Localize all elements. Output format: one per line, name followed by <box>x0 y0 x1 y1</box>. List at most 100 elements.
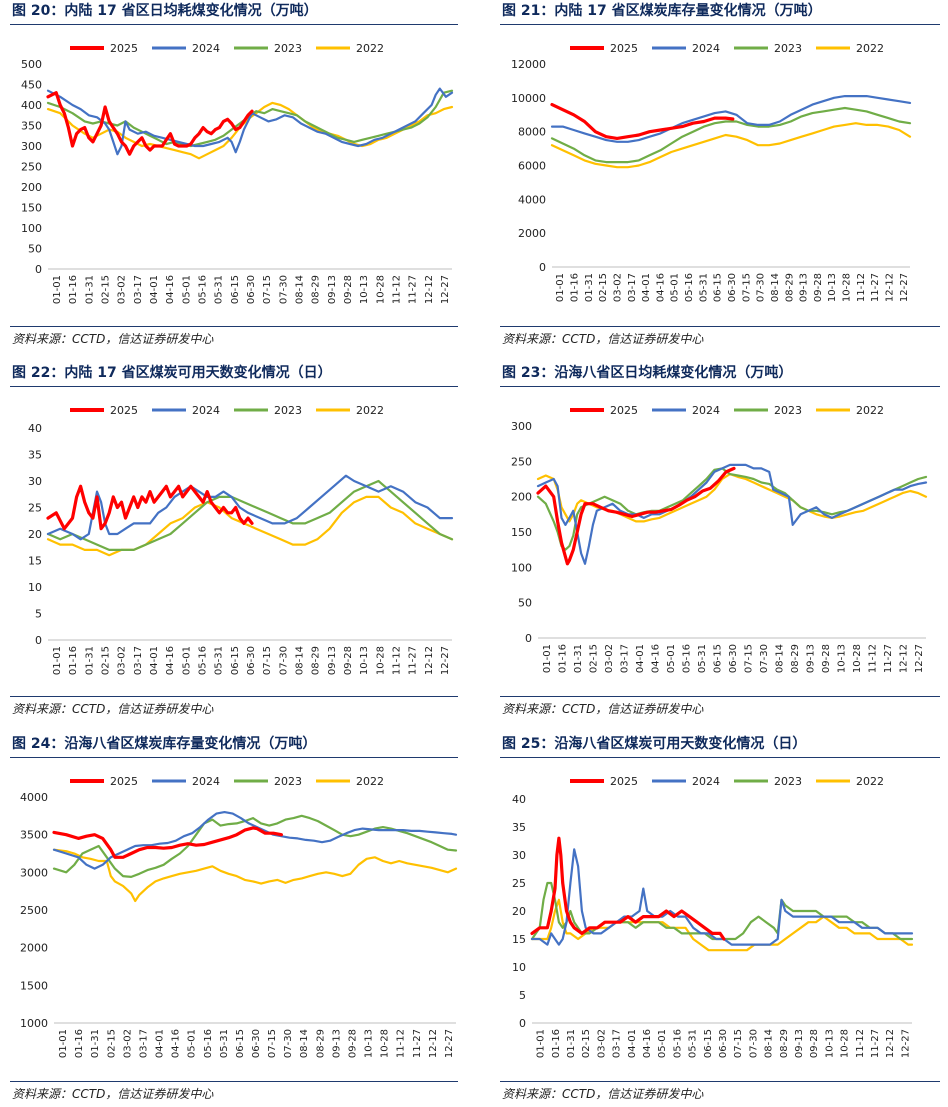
y-tick-label: 10 <box>28 581 42 594</box>
y-tick-label: 40 <box>512 793 526 806</box>
y-tick-label: 250 <box>511 455 532 468</box>
x-tick-label: 09-28 <box>347 1029 358 1058</box>
series-line-2025 <box>536 466 736 566</box>
y-tick-label: 0 <box>525 632 532 645</box>
x-tick-label: 07-15 <box>744 644 755 673</box>
y-tick-label: 450 <box>21 79 42 92</box>
y-tick-label: 40 <box>28 422 42 435</box>
x-tick-label: 03-17 <box>612 1029 623 1058</box>
x-tick-label: 05-31 <box>697 644 708 673</box>
x-tick-label: 04-01 <box>149 275 160 304</box>
x-tick-label: 02-15 <box>581 1029 592 1058</box>
x-tick-label: 05-16 <box>672 1029 683 1058</box>
figure-25-top-rule <box>500 757 940 758</box>
y-tick-label: 0 <box>539 261 546 274</box>
x-tick-label: 04-16 <box>171 1029 182 1058</box>
y-tick-label: 30 <box>512 849 526 862</box>
y-tick-label: 2000 <box>20 942 48 955</box>
x-tick-label: 10-28 <box>380 1029 391 1058</box>
x-tick-label: 10-28 <box>852 644 863 673</box>
figure-21-source: 资料来源：CCTD，信达证券研发中心 <box>502 332 704 346</box>
legend-label-2022: 2022 <box>356 775 384 788</box>
series-line-2023 <box>46 479 454 551</box>
x-tick-label: 09-13 <box>794 1029 805 1058</box>
figure-24-panel: 图 24：沿海八省区煤炭库存量变化情况（万吨） 2025 2024 2023 2022… <box>10 733 458 1105</box>
x-tick-label: 06-30 <box>728 644 739 673</box>
figure-24-source: 资料来源：CCTD，信达证券研发中心 <box>12 1087 214 1101</box>
x-tick-label: 08-14 <box>294 275 305 304</box>
x-tick-label: 08-14 <box>764 1029 775 1058</box>
x-tick-label: 03-17 <box>133 646 144 675</box>
x-tick-label: 01-16 <box>74 1029 85 1058</box>
x-tick-label: 11-27 <box>408 275 419 304</box>
x-tick-label: 10-28 <box>375 275 386 304</box>
x-tick-label: 04-16 <box>642 1029 653 1058</box>
series-line-2022 <box>46 495 454 557</box>
figure-22-top-rule <box>10 386 458 387</box>
figure-25-source: 资料来源：CCTD，信达证券研发中心 <box>502 1087 704 1101</box>
x-tick-label: 09-28 <box>813 273 824 302</box>
y-tick-label: 300 <box>21 140 42 153</box>
legend-label-2023: 2023 <box>274 775 302 788</box>
x-tick-label: 01-31 <box>573 644 584 673</box>
x-tick-label: 07-30 <box>759 644 770 673</box>
y-tick-label: 3000 <box>20 866 48 879</box>
x-tick-label: 02-15 <box>588 644 599 673</box>
y-tick-label: 150 <box>21 202 42 215</box>
x-tick-label: 02-15 <box>101 275 112 304</box>
x-tick-label: 04-16 <box>165 646 176 675</box>
x-tick-label: 08-14 <box>294 646 305 675</box>
figure-25-panel: 图 25：沿海八省区煤炭可用天数变化情况（日） 2025 2024 2023 2022… <box>500 733 940 1105</box>
figure-25-title: 图 25：沿海八省区煤炭可用天数变化情况（日） <box>502 736 807 752</box>
x-tick-label: 03-17 <box>627 273 638 302</box>
series-line-2025 <box>46 484 254 531</box>
legend-label-2025: 2025 <box>110 775 138 788</box>
x-tick-label: 06-30 <box>718 1029 729 1058</box>
x-tick-label: 05-31 <box>214 646 225 675</box>
figure-20-top-rule <box>10 24 458 25</box>
y-tick-label: 200 <box>511 491 532 504</box>
y-tick-label: 500 <box>21 58 42 71</box>
figure-21-chart: 2025 2024 2023 2022 0 2000 4000 6000 8000 10000 12… <box>511 42 912 302</box>
x-tick-label: 09-13 <box>327 275 338 304</box>
x-tick-label: 01-16 <box>68 646 79 675</box>
legend-label-2023: 2023 <box>774 775 802 788</box>
legend-label-2025: 2025 <box>110 404 138 417</box>
x-tick-label: 10-13 <box>359 646 370 675</box>
legend-label-2024: 2024 <box>692 42 720 55</box>
x-tick-label: 06-15 <box>230 646 241 675</box>
x-tick-label: 03-02 <box>117 646 128 675</box>
y-tick-label: 12000 <box>511 58 546 71</box>
legend-label-2025: 2025 <box>110 42 138 55</box>
figure-20-source: 资料来源：CCTD，信达证券研发中心 <box>12 332 214 346</box>
y-tick-label: 1500 <box>20 979 48 992</box>
figure-21-bottom-rule <box>500 326 940 327</box>
series-line-2023 <box>530 881 914 941</box>
x-tick-label: 12-27 <box>440 275 451 304</box>
x-tick-label: 04-01 <box>155 1029 166 1058</box>
x-tick-label: 04-01 <box>627 1029 638 1058</box>
x-tick-label: 05-16 <box>203 1029 214 1058</box>
x-tick-label: 04-16 <box>650 644 661 673</box>
y-tick-label: 2000 <box>518 227 546 240</box>
x-tick-label: 08-29 <box>790 644 801 673</box>
x-tick-label: 12-12 <box>885 1029 896 1058</box>
series-line-2023 <box>52 814 458 878</box>
x-tick-label: 05-16 <box>198 275 209 304</box>
figure-25-bottom-rule <box>500 1081 940 1082</box>
y-tick-label: 5 <box>519 989 526 1002</box>
x-tick-label: 05-01 <box>187 1029 198 1058</box>
y-tick-label: 25 <box>28 502 42 515</box>
x-tick-label: 07-30 <box>283 1029 294 1058</box>
figure-23-panel: 图 23：沿海八省区日均耗煤变化情况（万吨） 2025 2024 2023 2022 0… <box>500 362 940 720</box>
x-tick-label: 06-15 <box>235 1029 246 1058</box>
y-tick-label: 20 <box>512 905 526 918</box>
x-tick-label: 01-31 <box>90 1029 101 1058</box>
x-tick-label: 06-15 <box>703 1029 714 1058</box>
figure-20-panel: 图 20：内陆 17 省区日均耗煤变化情况（万吨） 2025 2024 2023 20… <box>10 0 458 352</box>
x-tick-label: 01-31 <box>84 275 95 304</box>
y-tick-label: 35 <box>28 449 42 462</box>
x-tick-label: 10-28 <box>842 273 853 302</box>
x-tick-label: 08-29 <box>311 275 322 304</box>
